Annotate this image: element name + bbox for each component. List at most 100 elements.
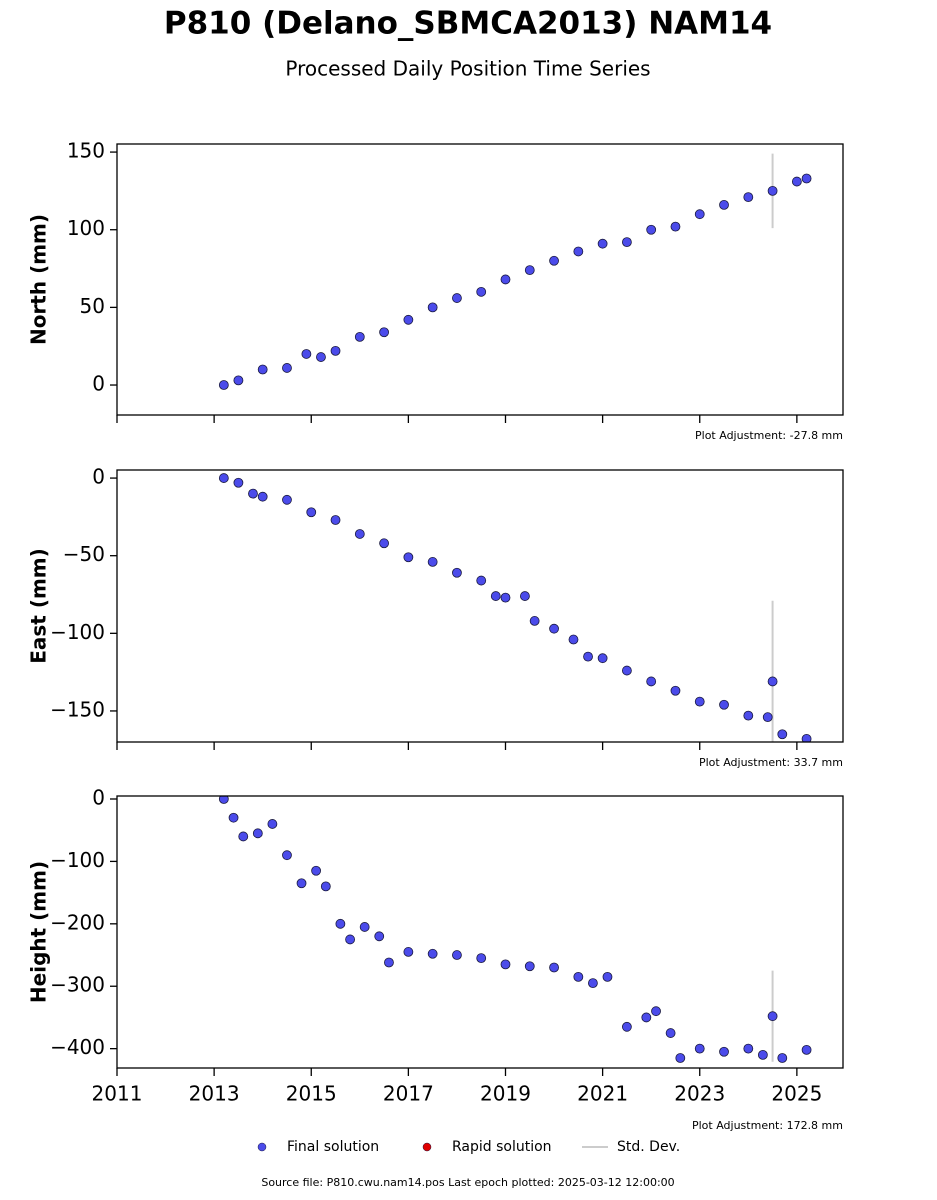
y-tick-label: −200 bbox=[50, 910, 105, 934]
y-axis-label: East (mm) bbox=[27, 548, 51, 664]
y-tick-label: −50 bbox=[63, 542, 105, 566]
point bbox=[500, 274, 511, 285]
plot-area bbox=[218, 473, 812, 742]
point bbox=[330, 515, 341, 525]
point bbox=[791, 176, 802, 187]
point bbox=[621, 1021, 632, 1032]
y-tick-label: 50 bbox=[80, 294, 105, 318]
point bbox=[427, 557, 438, 567]
annotation: Plot Adjustment: 33.7 mm bbox=[699, 756, 843, 769]
point bbox=[252, 828, 263, 839]
point bbox=[490, 591, 501, 601]
point bbox=[801, 173, 812, 184]
point bbox=[306, 507, 317, 518]
point bbox=[641, 1012, 652, 1023]
point bbox=[403, 314, 414, 325]
y-tick-label: 0 bbox=[92, 785, 105, 809]
axes-frame bbox=[116, 143, 844, 416]
legend-label: Std. Dev. bbox=[617, 1139, 680, 1155]
annotation: Plot Adjustment: 172.8 mm bbox=[692, 1119, 843, 1132]
y-tick-label: −100 bbox=[50, 620, 105, 644]
point bbox=[670, 221, 681, 232]
point bbox=[743, 1043, 754, 1054]
point bbox=[568, 634, 579, 645]
legend-label: Final solution bbox=[287, 1139, 379, 1155]
axes-frame bbox=[116, 469, 844, 743]
y-tick-label: −400 bbox=[50, 1035, 105, 1059]
y-tick-label: −300 bbox=[50, 973, 105, 997]
point bbox=[452, 293, 462, 303]
point bbox=[403, 947, 414, 957]
point bbox=[427, 948, 438, 959]
point bbox=[767, 676, 778, 687]
point bbox=[597, 238, 608, 249]
point bbox=[218, 796, 229, 804]
point bbox=[529, 616, 540, 626]
point bbox=[597, 653, 608, 664]
point bbox=[218, 380, 229, 390]
x-tick-label: 2017 bbox=[383, 1082, 434, 1106]
annotation: Plot Adjustment: -27.8 mm bbox=[695, 429, 843, 442]
point bbox=[311, 865, 322, 876]
point bbox=[218, 473, 229, 483]
point bbox=[588, 978, 598, 989]
point bbox=[452, 950, 462, 960]
point bbox=[330, 345, 341, 356]
point bbox=[602, 971, 613, 982]
point bbox=[762, 712, 773, 723]
point bbox=[646, 676, 657, 687]
point bbox=[282, 850, 292, 861]
point bbox=[282, 494, 292, 505]
point bbox=[719, 1046, 729, 1057]
axes-frame bbox=[116, 795, 844, 1069]
plot-area bbox=[218, 153, 812, 390]
point bbox=[359, 922, 370, 932]
y-axis-label: North (mm) bbox=[27, 214, 51, 345]
point bbox=[354, 529, 365, 539]
point bbox=[549, 623, 559, 634]
point bbox=[384, 957, 394, 968]
point bbox=[694, 209, 705, 220]
point bbox=[476, 286, 487, 297]
point bbox=[301, 349, 312, 359]
point bbox=[801, 1044, 812, 1055]
point bbox=[670, 685, 681, 696]
point bbox=[282, 363, 292, 373]
y-tick-label: −100 bbox=[50, 848, 105, 872]
y-tick-label: 0 bbox=[92, 372, 105, 396]
x-tick-label: 2021 bbox=[577, 1082, 628, 1106]
point bbox=[777, 1053, 788, 1063]
point bbox=[476, 575, 487, 586]
point bbox=[573, 971, 584, 982]
point bbox=[248, 488, 258, 499]
point bbox=[719, 699, 729, 710]
point bbox=[238, 831, 249, 842]
point bbox=[379, 538, 389, 549]
point bbox=[646, 224, 657, 235]
point bbox=[257, 491, 268, 502]
point bbox=[228, 812, 239, 823]
title: P810 (Delano_SBMCA2013) NAM14 bbox=[164, 6, 772, 42]
plot-area bbox=[218, 796, 812, 1063]
point bbox=[257, 364, 268, 375]
point bbox=[524, 265, 535, 276]
point bbox=[233, 375, 244, 386]
x-tick-label: 2023 bbox=[674, 1082, 725, 1106]
point bbox=[379, 327, 389, 338]
x-tick-label: 2011 bbox=[92, 1082, 143, 1106]
subtitle: Processed Daily Position Time Series bbox=[285, 57, 650, 81]
point bbox=[549, 255, 559, 266]
y-tick-label: 100 bbox=[67, 216, 105, 240]
point bbox=[403, 552, 414, 563]
point bbox=[233, 477, 244, 488]
legend-label: Rapid solution bbox=[452, 1139, 552, 1155]
point bbox=[354, 331, 365, 342]
y-tick-label: 150 bbox=[67, 139, 105, 163]
point bbox=[665, 1028, 676, 1038]
point bbox=[694, 1043, 705, 1054]
point bbox=[621, 237, 632, 248]
point bbox=[374, 931, 385, 942]
point bbox=[651, 1006, 661, 1017]
point bbox=[524, 961, 535, 972]
